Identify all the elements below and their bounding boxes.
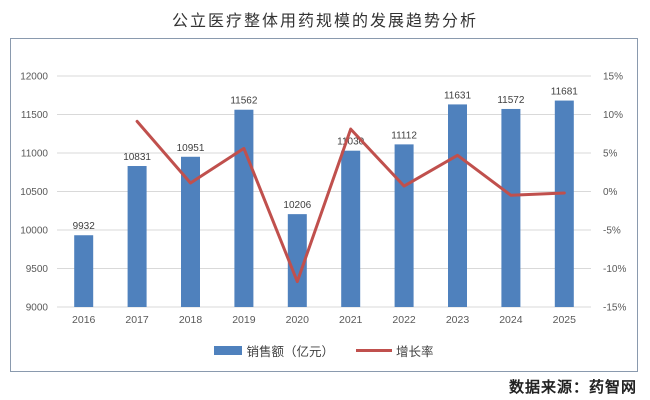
bar-2024 [501, 108, 521, 308]
bar-label-2017: 10831 [123, 152, 151, 163]
left-axis-tick-9000: 9000 [26, 303, 49, 314]
legend: 销售额（亿元） 增长率 [11, 341, 637, 360]
chart-frame: 9000 9500 10000 10500 11000 11500 12000 -15% -10… [10, 38, 638, 372]
x-axis-label-2024: 2024 [499, 314, 523, 326]
x-axis-label-2021: 2021 [339, 314, 363, 326]
right-axis-tick--10%: -10% [603, 264, 626, 275]
legend-item-sales: 销售额（亿元） [214, 341, 334, 360]
x-axis-label-2017: 2017 [125, 314, 149, 326]
left-axis-tick-10500: 10500 [20, 187, 48, 198]
legend-label-growth: 增长率 [396, 345, 434, 359]
right-axis-tick-10%: 10% [603, 110, 623, 121]
bar-2018 [181, 156, 200, 307]
right-axis-tick-5%: 5% [603, 149, 618, 160]
x-axis-label-2020: 2020 [286, 314, 310, 326]
x-axis-label-2019: 2019 [232, 314, 256, 326]
right-axis-tick--15%: -15% [603, 303, 626, 314]
bar-label-2019: 11562 [230, 96, 258, 107]
x-axis-label-2025: 2025 [553, 314, 577, 326]
right-axis-tick-15%: 15% [603, 72, 623, 83]
left-axis-tick-9500: 9500 [26, 264, 49, 275]
bar-2025 [554, 100, 574, 307]
x-axis-label-2018: 2018 [179, 314, 203, 326]
bar-label-2025: 11681 [551, 87, 579, 98]
left-axis-tick-10000: 10000 [20, 226, 48, 237]
bar-2017 [127, 166, 147, 307]
x-axis-label-2016: 2016 [72, 314, 96, 326]
bar-2022 [394, 144, 414, 307]
bar-label-2022: 11112 [391, 130, 417, 141]
bar-2016 [74, 235, 94, 307]
left-axis-tick-11500: 11500 [21, 110, 49, 121]
bar-2021 [341, 150, 361, 307]
bar-label-2018: 10951 [177, 143, 205, 154]
bar-label-2023: 11631 [444, 90, 472, 101]
growth-line-swatch-icon [356, 349, 392, 352]
bar-2023 [448, 104, 467, 308]
legend-label-sales: 销售额（亿元） [246, 345, 334, 359]
bar-2019 [234, 109, 254, 307]
combo-chart-canvas: 9000 9500 10000 10500 11000 11500 12000 -15% -10… [20, 72, 626, 327]
chart-title: 公立医疗整体用药规模的发展趋势分析 [171, 13, 478, 30]
sales-bar-swatch-icon [214, 346, 243, 355]
x-axis-label-2023: 2023 [446, 314, 470, 326]
growth-rate-line [135, 119, 566, 284]
data-source: 数据来源：药智网 [508, 379, 637, 396]
left-axis-tick-11000: 11000 [21, 149, 49, 160]
bar-label-2021: 11030 [337, 137, 365, 148]
right-axis-tick-0%: 0% [603, 187, 618, 198]
bar-label-2020: 10206 [283, 200, 311, 211]
legend-item-growth: 增长率 [356, 341, 434, 360]
bar-label-2016: 9932 [73, 221, 96, 232]
right-axis-tick--5%: -5% [603, 226, 621, 237]
left-axis-tick-12000: 12000 [20, 72, 48, 83]
bar-2020 [287, 214, 307, 307]
bar-label-2024: 11572 [497, 95, 525, 106]
x-axis-label-2022: 2022 [392, 314, 416, 326]
